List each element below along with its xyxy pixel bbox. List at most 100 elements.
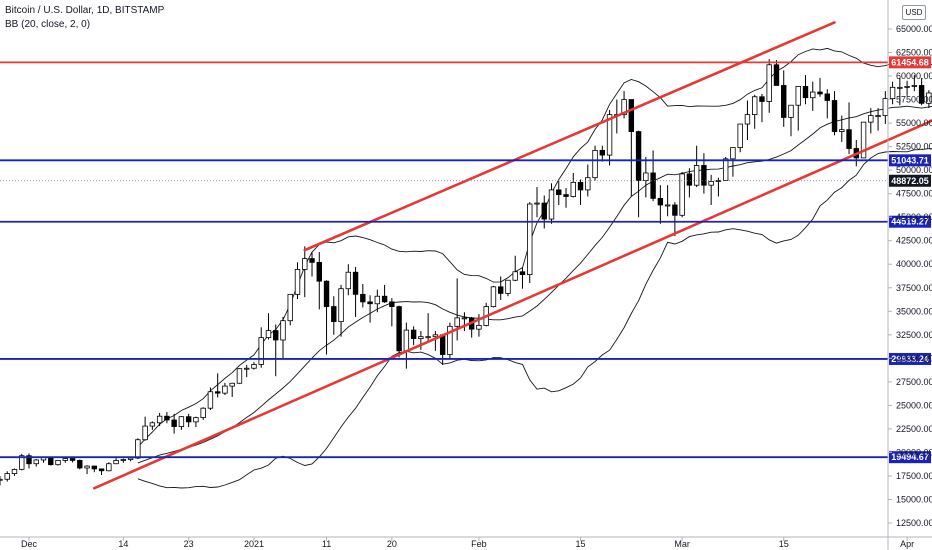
price-axis[interactable]: 12500.00 15000.00 17500.00 20000.00 22500.00… bbox=[887, 0, 932, 550]
y-tick-label: 25000.00 bbox=[896, 400, 932, 410]
candle-down bbox=[396, 306, 402, 352]
candle-up bbox=[534, 202, 540, 205]
candle-up bbox=[120, 459, 127, 461]
candle-up bbox=[911, 85, 918, 87]
candle-down bbox=[686, 173, 693, 186]
candle-down bbox=[309, 258, 315, 263]
level-price-tag bbox=[889, 215, 931, 228]
candle-down bbox=[577, 181, 584, 191]
y-tick-label: 30000.00 bbox=[896, 353, 932, 363]
last-price-label: 48872.05 bbox=[891, 176, 929, 186]
candle-down bbox=[918, 85, 925, 104]
candle-down bbox=[164, 415, 170, 421]
candle-down bbox=[77, 460, 83, 469]
candle-down bbox=[773, 64, 780, 86]
x-tick-label: 11 bbox=[322, 539, 331, 549]
candle-up bbox=[287, 293, 293, 322]
y-tick-label: 12500.00 bbox=[896, 518, 932, 528]
candle-up bbox=[643, 172, 649, 181]
candle-down bbox=[331, 306, 337, 323]
level-price-label: 19494.67 bbox=[891, 452, 929, 462]
y-tick-label: 55000.00 bbox=[896, 118, 932, 128]
currency-badge[interactable]: USD bbox=[902, 5, 926, 20]
bb-basis bbox=[137, 105, 932, 464]
candle-up bbox=[860, 121, 867, 159]
candle-up bbox=[19, 455, 25, 470]
time-axis[interactable]: Dec142320211120Feb15Mar15Apr1226 bbox=[0, 536, 932, 549]
y-tick-label: 32500.00 bbox=[896, 330, 932, 340]
y-tick-label: 22500.00 bbox=[896, 424, 932, 434]
candle-down bbox=[26, 455, 32, 465]
candle-up bbox=[84, 465, 90, 469]
candle-down bbox=[98, 468, 105, 472]
level-price-label: 44519.27 bbox=[891, 217, 929, 227]
candle-up bbox=[882, 98, 889, 116]
candle-down bbox=[410, 329, 417, 339]
candle-down bbox=[519, 271, 526, 275]
y-tick-label: 20000.00 bbox=[896, 447, 932, 457]
candle-down bbox=[91, 465, 98, 470]
y-tick-label: 60000.00 bbox=[896, 71, 932, 81]
candle-up bbox=[222, 385, 228, 394]
candle-up bbox=[11, 468, 18, 475]
candle-up bbox=[693, 165, 700, 186]
candle-up bbox=[236, 368, 243, 384]
candle-up bbox=[752, 96, 758, 116]
candle-up bbox=[730, 147, 736, 160]
level-price-tag bbox=[889, 56, 931, 69]
candle-up bbox=[374, 295, 381, 305]
candle-down bbox=[650, 172, 656, 199]
candle-up bbox=[788, 104, 794, 118]
candle-down bbox=[541, 202, 547, 220]
level-price-label: 51043.71 bbox=[891, 155, 929, 165]
candle-up bbox=[280, 320, 286, 341]
x-tick-label: 20 bbox=[387, 539, 397, 549]
candle-down bbox=[672, 204, 678, 216]
candle-up bbox=[570, 181, 576, 197]
candle-down bbox=[824, 93, 830, 101]
candle-up bbox=[839, 129, 845, 132]
candle-up bbox=[708, 181, 714, 186]
candle-down bbox=[214, 391, 221, 394]
candle-up bbox=[418, 336, 424, 339]
candle-up bbox=[527, 203, 533, 275]
candle-down bbox=[556, 189, 562, 196]
y-tick-label: 47500.00 bbox=[896, 189, 932, 199]
indicator-legend[interactable]: BB (20, close, 2, 0) bbox=[5, 19, 91, 30]
candle-up bbox=[0, 478, 3, 481]
candle-up bbox=[548, 189, 555, 220]
candle-up bbox=[722, 158, 729, 181]
candle-up bbox=[55, 460, 61, 466]
last-price-tag bbox=[889, 174, 931, 187]
candle-up bbox=[766, 64, 772, 102]
candle-down bbox=[831, 100, 838, 132]
candle-up bbox=[505, 279, 511, 294]
candle-up bbox=[338, 288, 344, 323]
candle-down bbox=[657, 197, 664, 206]
candle-up bbox=[490, 286, 497, 307]
candle-up bbox=[149, 422, 156, 427]
y-tick-label: 42500.00 bbox=[896, 236, 932, 246]
candle-up bbox=[258, 337, 264, 365]
candle-down bbox=[323, 280, 330, 307]
y-tick-label: 40000.00 bbox=[896, 259, 932, 269]
candle-down bbox=[817, 91, 823, 95]
candle-down bbox=[389, 301, 395, 307]
candle-up bbox=[207, 391, 214, 409]
bb-lower-band bbox=[137, 148, 932, 489]
candle-up bbox=[4, 473, 10, 480]
candle-up bbox=[737, 123, 743, 148]
channel-upper-line bbox=[303, 21, 836, 252]
candle-up bbox=[156, 415, 163, 424]
candle-down bbox=[846, 129, 852, 149]
x-tick-label: 15 bbox=[576, 539, 586, 549]
candles bbox=[0, 59, 932, 486]
candle-down bbox=[628, 99, 635, 132]
y-tick-label: 27500.00 bbox=[896, 377, 932, 387]
candle-up bbox=[904, 85, 910, 88]
candle-down bbox=[439, 334, 446, 355]
candle-down bbox=[185, 416, 192, 423]
y-tick-label: 50000.00 bbox=[896, 165, 932, 175]
candle-down bbox=[759, 96, 765, 102]
